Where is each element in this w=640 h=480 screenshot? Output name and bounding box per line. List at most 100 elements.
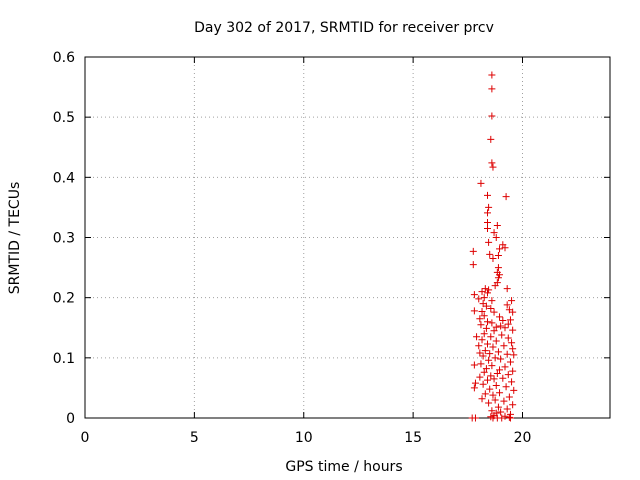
- data-point-marker: [493, 369, 501, 377]
- data-point-marker: [505, 393, 513, 401]
- data-point-marker: [481, 285, 489, 293]
- data-point-marker: [484, 224, 491, 232]
- data-point-marker: [488, 71, 496, 79]
- data-point-marker: [475, 295, 483, 303]
- data-point-marker: [489, 255, 497, 263]
- data-point-marker: [478, 288, 486, 296]
- data-point-marker: [498, 331, 506, 339]
- data-point-marker: [487, 304, 495, 312]
- data-point-marker: [501, 324, 509, 332]
- data-point-marker: [484, 191, 491, 199]
- plot-frame: [84, 56, 611, 419]
- data-point-marker: [492, 337, 500, 345]
- y-axis-label: SRMTID / TECUs: [7, 182, 23, 295]
- data-point-marker: [480, 294, 488, 302]
- data-point-marker: [509, 308, 517, 316]
- data-point-marker: [470, 291, 478, 299]
- data-point-marker: [476, 373, 484, 381]
- data-point-marker: [476, 349, 484, 357]
- chart-title: Day 302 of 2017, SRMTID for receiver prc…: [194, 20, 494, 36]
- x-tick-label: 20: [514, 430, 532, 446]
- data-point-marker: [503, 405, 511, 413]
- data-point-marker: [506, 316, 514, 324]
- data-point-marker: [478, 336, 486, 344]
- data-point-marker: [484, 318, 491, 326]
- data-point-marker: [499, 374, 507, 382]
- x-tick-label: 15: [404, 430, 422, 446]
- data-point-marker: [478, 308, 486, 316]
- data-point-marker: [479, 352, 487, 360]
- data-point-marker: [498, 414, 506, 422]
- data-point-marker: [505, 413, 513, 421]
- data-point-marker: [497, 408, 505, 416]
- data-point-marker: [470, 361, 478, 369]
- data-point-marker: [484, 289, 491, 297]
- tick-layer: 0 0.1 0.2 0.3 0.4 0.5 0.6 0 5 10 15 20: [53, 50, 610, 446]
- data-point-marker: [482, 324, 490, 332]
- data-point-marker: [509, 401, 517, 409]
- data-point-marker: [508, 378, 516, 386]
- data-point-marker: [491, 396, 499, 404]
- data-point-marker: [484, 209, 491, 217]
- data-point-marker: [480, 368, 488, 376]
- data-point-marker: [488, 85, 496, 93]
- data-point-marker: [502, 193, 510, 201]
- data-point-marker: [484, 218, 491, 226]
- data-point-marker: [506, 414, 514, 422]
- data-point-marker: [482, 365, 490, 373]
- data-point-marker: [490, 308, 498, 316]
- data-point-marker: [502, 383, 510, 391]
- data-point-marker: [503, 350, 511, 358]
- x-axis-label: GPS time / hours: [285, 459, 402, 475]
- data-point-marker: [490, 375, 498, 383]
- data-point-marker: [500, 342, 508, 350]
- data-point-marker: [500, 397, 508, 405]
- data-point-marker: [490, 229, 498, 237]
- data-point-marker: [477, 360, 485, 368]
- data-point-marker: [491, 354, 499, 362]
- data-point-marker: [481, 347, 489, 355]
- data-point-marker: [488, 159, 496, 167]
- y-tick-label: 0.4: [53, 170, 75, 186]
- data-point-marker: [476, 315, 484, 323]
- data-point-marker: [510, 386, 518, 394]
- data-point-marker: [491, 282, 499, 290]
- data-point-marker: [497, 355, 505, 363]
- data-point-marker: [501, 363, 509, 371]
- data-point-marker: [477, 179, 485, 187]
- data-point-marker: [494, 348, 502, 356]
- data-point-marker: [478, 395, 486, 403]
- data-point-marker: [490, 327, 498, 335]
- data-point-marker: [492, 323, 500, 331]
- data-point-marker: [471, 414, 479, 422]
- data-point-marker: [470, 307, 478, 315]
- data-point-marker: [486, 350, 494, 358]
- data-point-marker: [480, 312, 488, 320]
- x-tick-label: 0: [81, 430, 90, 446]
- data-point-marker: [489, 163, 497, 171]
- data-point-marker: [504, 334, 512, 342]
- data-point-marker: [469, 261, 477, 269]
- data-point-marker: [482, 302, 490, 310]
- data-point-marker: [504, 320, 512, 328]
- data-point-marker: [485, 238, 493, 246]
- data-point-marker: [496, 245, 504, 253]
- data-point-marker: [486, 250, 494, 258]
- data-point-marker: [485, 356, 493, 364]
- x-tick-label: 10: [295, 430, 313, 446]
- data-point-marker: [481, 390, 489, 398]
- data-point-marker: [499, 317, 507, 325]
- y-tick-label: 0.3: [53, 231, 75, 247]
- y-tick-label: 0.5: [53, 110, 75, 126]
- data-point-marker: [509, 326, 517, 334]
- data-point-marker: [469, 247, 477, 255]
- data-point-marker: [477, 321, 485, 329]
- data-point-marker: [479, 380, 487, 388]
- data-point-marker: [506, 358, 514, 366]
- data-point-marker: [487, 372, 495, 380]
- y-tick-label: 0.6: [53, 50, 75, 66]
- data-point-marker: [496, 271, 504, 279]
- x-tick-label: 5: [190, 430, 199, 446]
- data-point-marker: [488, 407, 496, 415]
- data-point-marker: [485, 399, 493, 407]
